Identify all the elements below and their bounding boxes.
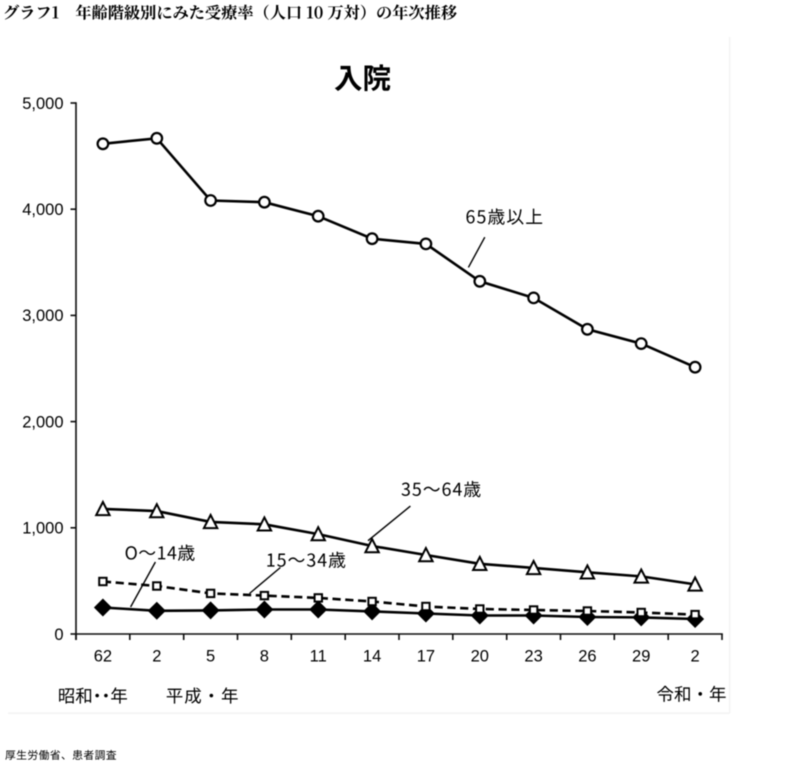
svg-text:14: 14 [363, 648, 381, 666]
svg-text:2: 2 [691, 648, 700, 666]
svg-text:11: 11 [310, 648, 327, 666]
svg-text:26: 26 [578, 648, 596, 666]
svg-text:0: 0 [54, 626, 63, 644]
svg-text:62: 62 [94, 648, 112, 666]
svg-text:2: 2 [152, 648, 161, 666]
svg-text:20: 20 [471, 648, 489, 666]
svg-text:5: 5 [206, 648, 215, 666]
svg-text:4,000: 4,000 [22, 201, 63, 219]
svg-text:3,000: 3,000 [22, 307, 63, 325]
svg-text:23: 23 [524, 648, 542, 666]
svg-text:5,000: 5,000 [22, 95, 63, 113]
svg-text:1,000: 1,000 [22, 520, 63, 538]
svg-text:8: 8 [260, 648, 269, 666]
svg-text:17: 17 [417, 648, 435, 666]
svg-text:2,000: 2,000 [22, 413, 63, 431]
svg-text:29: 29 [632, 648, 650, 666]
